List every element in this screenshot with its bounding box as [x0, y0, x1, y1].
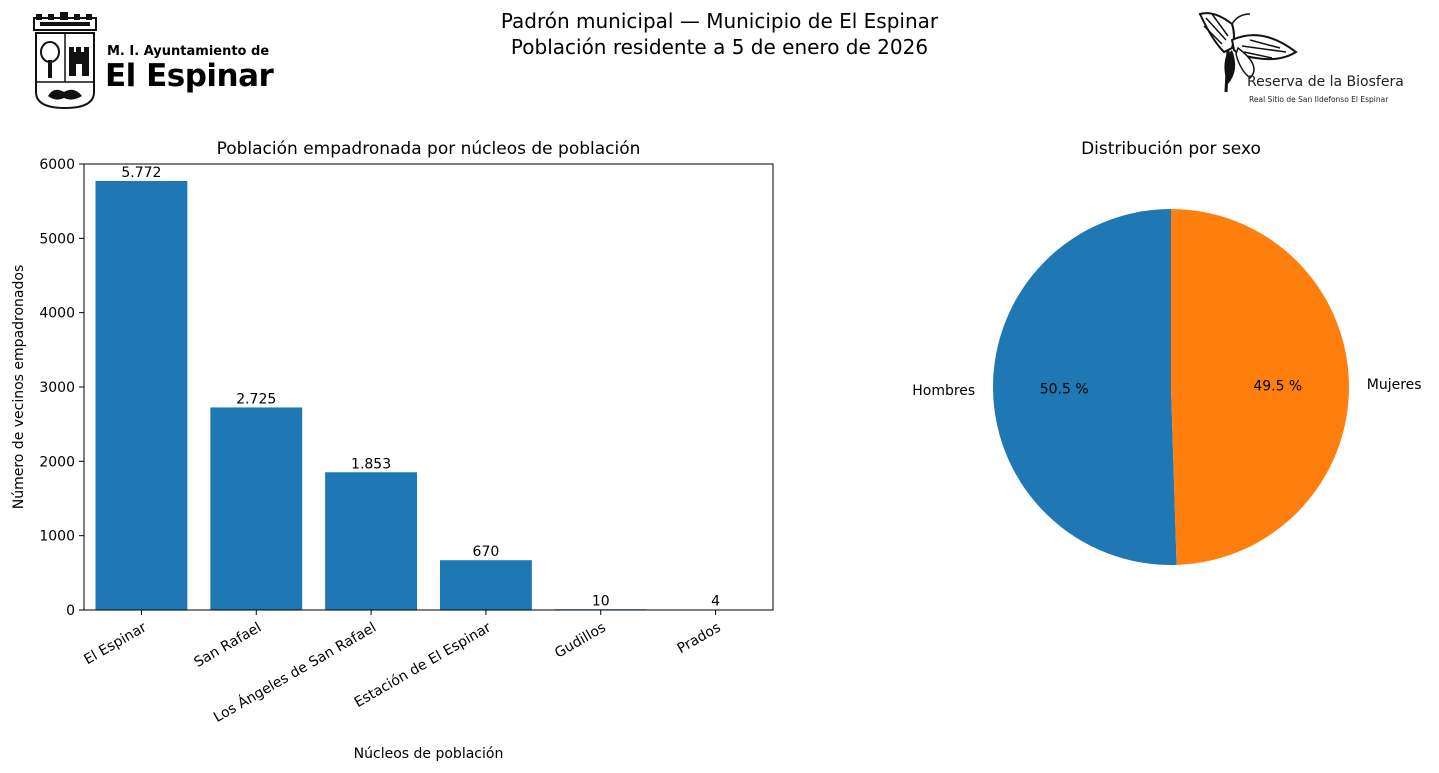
biosphere-logo-line2: Real Sitio de San Ildefonso El Espinar	[1249, 95, 1389, 104]
bar-chart: Población empadronada por núcleos de pob…	[11, 139, 774, 762]
bar	[95, 180, 188, 610]
x-tick-label: El Espinar	[81, 619, 149, 668]
butterfly-logo	[1198, 12, 1298, 93]
bar-value-label: 2.725	[236, 391, 276, 407]
pie-label: Hombres	[912, 383, 975, 399]
figure-subtitle: Población residente a 5 de enero de 2026	[510, 35, 929, 59]
bar	[210, 407, 303, 610]
x-tick-label: Prados	[675, 620, 724, 657]
y-tick-label: 2000	[39, 454, 75, 470]
biosphere-logo-line1: Reserva de la Biosfera	[1247, 74, 1404, 90]
pie-percent-label: 49.5 %	[1253, 378, 1302, 394]
pie-slice-hombres	[993, 209, 1177, 565]
bar-value-label: 4	[711, 594, 720, 610]
figure-title: Padrón municipal — Municipio de El Espin…	[500, 9, 939, 33]
pie-percent-label: 50.5 %	[1040, 382, 1089, 398]
pie-chart: Distribución por sexo 50.5 % Hombres 49.5 %…	[912, 139, 1422, 565]
y-tick-label: 0	[66, 603, 75, 619]
bar-value-label: 5.772	[121, 165, 161, 181]
y-tick-label: 4000	[39, 306, 75, 322]
x-tick-label: Gudillos	[552, 620, 609, 662]
bar-value-label: 1.853	[351, 456, 391, 472]
y-tick-label: 3000	[39, 380, 75, 396]
bar	[325, 472, 418, 610]
y-tick-label: 1000	[39, 529, 75, 545]
bar-value-label: 10	[592, 593, 610, 609]
pie-chart-title: Distribución por sexo	[1081, 139, 1261, 159]
y-tick-label: 6000	[39, 157, 75, 173]
y-axis-label: Número de vecinos empadronados	[11, 265, 27, 510]
bar-chart-title: Población empadronada por núcleos de pob…	[217, 139, 641, 159]
ayuntamiento-logo-line2: El Espinar	[105, 58, 274, 94]
bar	[439, 560, 532, 610]
bar-value-label: 670	[473, 544, 500, 560]
ayuntamiento-coat-of-arms-logo	[33, 12, 97, 110]
pie-slice-mujeres	[1171, 209, 1349, 565]
header-logos	[33, 12, 1298, 110]
ayuntamiento-logo-line1: M. I. Ayuntamiento de	[107, 44, 270, 59]
x-axis-label: Núcleos de población	[354, 746, 504, 762]
x-tick-label: San Rafael	[191, 620, 264, 671]
y-tick-label: 5000	[39, 231, 75, 247]
pie-label: Mujeres	[1367, 377, 1422, 393]
